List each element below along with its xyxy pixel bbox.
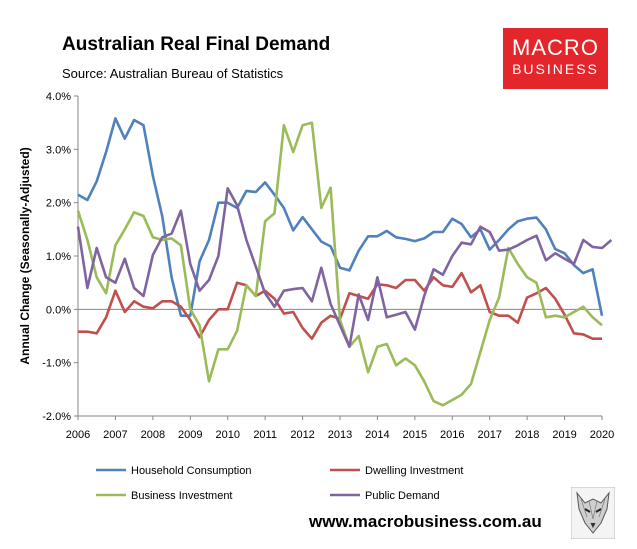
- x-tick-label: 2009: [178, 429, 202, 441]
- legend-label-public-demand: Public Demand: [365, 490, 440, 502]
- x-tick-label: 2019: [552, 429, 576, 441]
- x-tick-label: 2007: [103, 429, 127, 441]
- y-tick-label: 3.0%: [46, 144, 71, 156]
- logo-line-1: MACRO: [512, 35, 599, 60]
- x-tick-label: 2014: [365, 429, 389, 441]
- y-tick-label: 1.0%: [46, 251, 71, 263]
- macrobusiness-logo: MACRO BUSINESS: [503, 28, 608, 89]
- y-tick-label: -2.0%: [42, 411, 71, 423]
- legend-label-dwelling-investment: Dwelling Investment: [365, 465, 463, 477]
- x-tick-label: 2016: [440, 429, 464, 441]
- y-tick-label: 2.0%: [46, 198, 71, 210]
- x-tick-label: 2008: [141, 429, 165, 441]
- series-line-household-consumption: [77, 117, 604, 318]
- footer-url: www.macrobusiness.com.au: [309, 512, 542, 531]
- y-tick-label: 0.0%: [46, 304, 71, 316]
- x-tick-label: 2012: [290, 429, 314, 441]
- logo-line-2: BUSINESS: [512, 61, 599, 77]
- x-tick-label: 2018: [515, 429, 539, 441]
- x-tick-label: 2015: [403, 429, 427, 441]
- y-tick-label: 4.0%: [46, 91, 71, 103]
- legend-label-business-investment: Business Investment: [131, 490, 233, 502]
- x-tick-label: 2006: [66, 429, 90, 441]
- chart-title: Australian Real Final Demand: [62, 34, 331, 55]
- wolf-logo-icon: [571, 487, 615, 539]
- series-line-business-investment: [76, 121, 603, 407]
- y-tick-label: -1.0%: [42, 358, 71, 370]
- y-axis-title: Annual Change (Seasonally-Adjusted): [18, 147, 32, 364]
- x-tick-label: 2011: [253, 429, 277, 441]
- chart-source: Source: Australian Bureau of Statistics: [62, 66, 284, 81]
- x-tick-label: 2013: [328, 429, 352, 441]
- x-tick-label: 2020: [590, 429, 614, 441]
- legend-label-household-consumption: Household Consumption: [131, 465, 251, 477]
- x-tick-label: 2010: [215, 429, 239, 441]
- series-line-public-demand: [76, 187, 613, 349]
- x-tick-label: 2017: [477, 429, 501, 441]
